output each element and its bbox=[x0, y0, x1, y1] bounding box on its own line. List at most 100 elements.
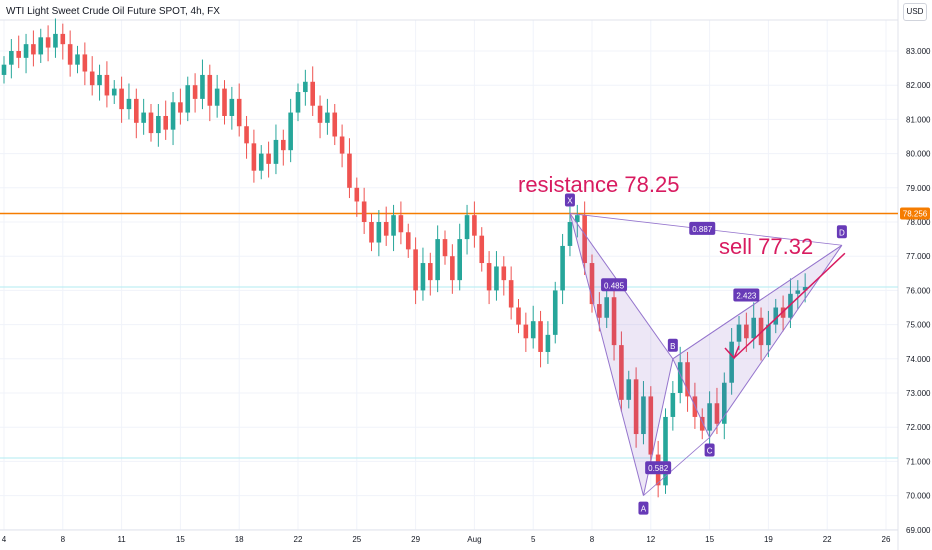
candle-body bbox=[178, 102, 183, 113]
candle-body bbox=[288, 112, 293, 151]
ratio-badge bbox=[689, 221, 716, 235]
candle-body bbox=[560, 245, 565, 291]
candle-body bbox=[670, 393, 676, 417]
point-badge-b bbox=[667, 338, 678, 352]
candle-body bbox=[258, 153, 264, 171]
candle-body bbox=[479, 235, 485, 264]
candle-body bbox=[1, 64, 7, 75]
candle-body bbox=[170, 102, 176, 130]
candle-body bbox=[266, 153, 271, 164]
point-label-b: B bbox=[670, 342, 675, 351]
candle-body bbox=[523, 324, 529, 339]
candle-body bbox=[192, 85, 198, 99]
candle-body bbox=[376, 222, 382, 243]
candle-body bbox=[141, 112, 146, 123]
candle-body bbox=[788, 293, 793, 318]
candle-body bbox=[744, 324, 749, 339]
time-tick-label: 29 bbox=[411, 535, 420, 544]
candle-body bbox=[251, 143, 257, 171]
ratio-label: 2.423 bbox=[736, 292, 757, 301]
candle-body bbox=[663, 416, 668, 486]
candle-body bbox=[707, 403, 712, 431]
candle-body bbox=[236, 98, 242, 127]
candle-body bbox=[435, 239, 440, 281]
time-tick-label: 22 bbox=[823, 535, 832, 544]
candle-body bbox=[53, 33, 58, 48]
candle-body bbox=[604, 297, 609, 318]
bd-line bbox=[672, 244, 843, 360]
harmonic-pattern: X A B C D 0.887 0.485 0.582 2.423 bbox=[564, 193, 847, 515]
candle-body bbox=[575, 215, 580, 222]
price-tick-label: 74.000 bbox=[906, 355, 931, 364]
candle-body bbox=[464, 215, 470, 240]
candle-body bbox=[31, 44, 36, 55]
candle-body bbox=[281, 139, 286, 151]
candle-body bbox=[156, 115, 161, 134]
point-badge-c bbox=[704, 443, 715, 457]
candle-body bbox=[398, 215, 404, 233]
candle-body bbox=[530, 321, 536, 339]
ratio-badge bbox=[733, 288, 760, 302]
time-tick-label: 26 bbox=[882, 535, 891, 544]
candle-body bbox=[405, 232, 411, 250]
candle-body bbox=[347, 153, 352, 188]
candle-body bbox=[82, 54, 88, 72]
candle-body bbox=[802, 286, 808, 291]
candle-body bbox=[303, 81, 308, 93]
candle-body bbox=[736, 324, 742, 342]
time-tick-label: 8 bbox=[590, 535, 595, 544]
candle-body bbox=[163, 115, 168, 130]
price-tick-label: 81.000 bbox=[906, 115, 931, 124]
ratio-label: 0.582 bbox=[648, 464, 669, 473]
candle-body bbox=[383, 222, 389, 236]
candle-body bbox=[413, 249, 418, 291]
candle-body bbox=[214, 88, 220, 106]
candle-body bbox=[545, 334, 551, 352]
ratio-label: 0.887 bbox=[692, 225, 713, 234]
ac-line bbox=[643, 437, 710, 496]
candle-body bbox=[428, 263, 433, 281]
price-badge bbox=[900, 207, 930, 220]
candle-body bbox=[9, 51, 14, 65]
time-tick-label: 11 bbox=[117, 535, 126, 544]
point-label-a: A bbox=[641, 505, 647, 514]
ratio-badge bbox=[601, 278, 628, 292]
chart-grid bbox=[0, 0, 899, 550]
candle-body bbox=[501, 266, 507, 281]
candle-body bbox=[611, 297, 617, 346]
resistance-annotation: resistance 78.25 bbox=[518, 172, 679, 197]
candle-body bbox=[589, 263, 595, 305]
candle-body bbox=[310, 81, 315, 106]
candle-body bbox=[200, 74, 205, 99]
price-tick-label: 82.000 bbox=[906, 81, 931, 90]
currency-selector[interactable]: USD bbox=[903, 3, 927, 21]
candle-body bbox=[722, 382, 727, 424]
candle-body bbox=[450, 256, 455, 281]
candle-body bbox=[714, 403, 720, 424]
time-tick-label: 15 bbox=[176, 535, 185, 544]
candle-body bbox=[552, 290, 558, 335]
candle-body bbox=[148, 112, 154, 134]
candle-body bbox=[67, 44, 73, 65]
time-tick-label: 25 bbox=[352, 535, 361, 544]
candle-body bbox=[685, 362, 690, 397]
candle-body bbox=[538, 321, 543, 352]
candle-body bbox=[795, 290, 801, 294]
price-tick-label: 83.000 bbox=[906, 47, 931, 56]
price-axis: 83.000 82.000 81.000 80.000 79.000 78.000 77.0… bbox=[900, 47, 931, 535]
price-tick-label: 70.000 bbox=[906, 492, 931, 501]
candle-body bbox=[420, 263, 426, 291]
candle-body bbox=[729, 341, 734, 383]
price-tick-label: 80.000 bbox=[906, 150, 931, 159]
candle-body bbox=[339, 136, 345, 154]
candle-body bbox=[38, 37, 44, 55]
candle-body bbox=[582, 215, 587, 264]
candle-body bbox=[325, 112, 330, 123]
candle-body bbox=[442, 239, 448, 257]
candle-body bbox=[597, 304, 602, 318]
candle-body bbox=[567, 222, 573, 246]
time-tick-label: 15 bbox=[705, 535, 714, 544]
price-tick-label: 71.000 bbox=[906, 457, 931, 466]
candle-body bbox=[508, 280, 514, 308]
